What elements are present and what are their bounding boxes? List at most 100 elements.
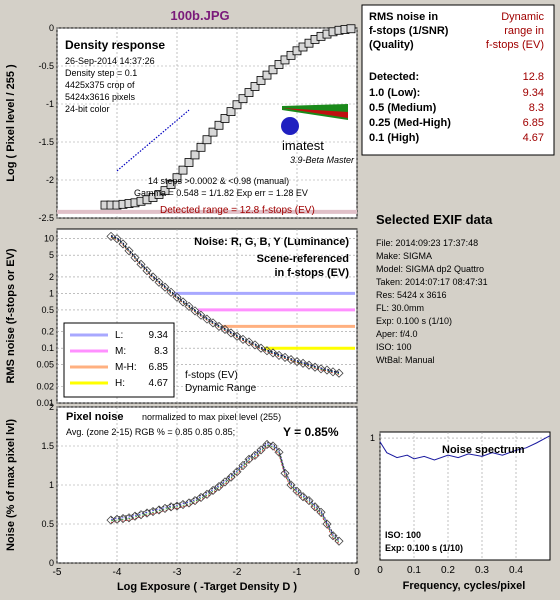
pixel-point: [334, 536, 344, 546]
pixel-point: [220, 477, 230, 487]
tick-label: 0.2: [41, 327, 54, 337]
tick-label: 0.02: [36, 382, 54, 392]
density-point: [226, 107, 236, 116]
gamma-fit-line: [116, 109, 190, 172]
density-info-line: 24-bit color: [65, 104, 110, 114]
noise-point: [286, 355, 296, 365]
pixel-x-ticks: -5 -4 -3 -2 -1 0: [53, 567, 361, 578]
noise-point: [184, 301, 194, 311]
exif-row: Aper: f/4.0: [376, 329, 418, 339]
tick-label: 0: [354, 567, 360, 578]
pixel-point: [304, 496, 314, 506]
tick-label: 0: [49, 558, 54, 568]
exif-row: Model: SIGMA dp2 Quattro: [376, 264, 484, 274]
dr-header-right: f-stops (EV): [486, 39, 544, 51]
pixel-avg: Avg. (zone 2-15) RGB % = 0.85 0.85 0.85;: [66, 427, 235, 437]
density-gamma-line: Gamma = 0.548 = 1/1.82 Exp err = 1.28 EV: [134, 188, 308, 198]
noise-point: [220, 324, 230, 335]
exif-row: Res: 5424 x 3616: [376, 290, 447, 300]
noise-point: [202, 314, 212, 324]
density-point: [346, 24, 356, 34]
density-point: [280, 55, 290, 65]
tick-label: -1.5: [38, 137, 54, 147]
density-point: [190, 150, 200, 160]
imatest-logo: imatest 3.9-Beta Master: [281, 104, 355, 165]
noise-point: [148, 272, 158, 282]
density-point: [274, 60, 284, 69]
tick-label: 0.5: [41, 519, 54, 529]
exif-list: File: 2014:09:23 17:37:48 Make: SIGMA Mo…: [376, 238, 488, 365]
density-point: [166, 180, 176, 189]
density-point: [262, 70, 272, 80]
tick-label: -4: [113, 567, 122, 578]
tick-label: -2: [46, 175, 54, 185]
spectrum-exp: Exp: 0.100 s (1/10): [385, 543, 463, 553]
noise-point: [190, 306, 200, 316]
pixel-xlabel: Log Exposure ( -Target Density D ): [117, 581, 297, 593]
tick-label: 2: [49, 402, 54, 412]
spectrum-iso: ISO: 100: [385, 530, 421, 540]
spectrum-title: Noise spectrum: [442, 444, 525, 456]
spectrum-y-tick: 1: [370, 433, 375, 443]
density-info-line: Density step = 0.1: [65, 68, 137, 78]
noise-point: [226, 328, 236, 338]
version-text: 3.9-Beta Master: [290, 155, 355, 165]
dr-row-value: 12.8: [523, 71, 544, 83]
tick-label: 0.3: [475, 565, 489, 576]
noise-heading: Noise: R, G, B, Y (Luminance): [194, 236, 349, 248]
tick-label: 1: [49, 480, 54, 490]
pixel-point: [262, 439, 272, 450]
exif-row: ISO: 100: [376, 342, 412, 352]
noise-point: [112, 234, 122, 244]
exif-row: FL: 30.0mm: [376, 303, 424, 313]
noise-point: [214, 321, 224, 331]
tick-label: 10: [44, 234, 54, 244]
tick-label: 0: [49, 23, 54, 33]
noise-point: [160, 282, 170, 292]
dr-header-left: (Quality): [369, 39, 414, 51]
pixel-point: [214, 481, 224, 492]
pixel-point: [286, 480, 296, 490]
legend-value: 6.85: [149, 362, 169, 373]
density-info-line: 26-Sep-2014 14:37:26: [65, 56, 155, 66]
pixel-point: [268, 441, 278, 451]
density-steps-line: 14 steps >0.0002 & <0.98 (manual): [148, 176, 289, 186]
tick-label: 0.1: [41, 343, 54, 353]
density-info-line: 5424x3616 pixels: [65, 92, 136, 102]
tick-label: 0.4: [509, 565, 523, 576]
pixel-point: [316, 507, 326, 517]
noise-point: [142, 266, 152, 276]
dr-row-label: 0.5 (Medium): [369, 102, 437, 114]
tick-label: 0: [377, 565, 383, 576]
density-point: [172, 173, 182, 183]
density-point: [232, 100, 242, 110]
tick-label: 0.01: [36, 398, 54, 408]
tick-label: -3: [173, 567, 182, 578]
dr-row-label: Detected:: [369, 71, 419, 83]
noise-point: [316, 364, 326, 374]
noise-point: [166, 287, 176, 297]
spectrum-x-ticks: 0 0.1 0.2 0.3 0.4: [377, 565, 523, 576]
noise-point: [304, 360, 314, 370]
density-point: [178, 165, 188, 175]
dr-row-value: 6.85: [523, 117, 544, 129]
density-info: 26-Sep-2014 14:37:26 Density step = 0.1 …: [65, 56, 155, 114]
dr-table: [361, 4, 555, 156]
spectrum-line: [379, 435, 551, 461]
density-series: [57, 24, 357, 214]
tick-label: 5: [49, 250, 54, 260]
noise-point: [208, 318, 218, 328]
density-point: [196, 142, 206, 152]
spectrum-plot-area: [379, 431, 551, 561]
density-detected-line: Detected range = 12.8 f-stops (EV): [160, 205, 315, 216]
dr-row-value: 4.67: [523, 132, 544, 144]
density-heading: Density response: [65, 38, 165, 52]
noise-note1: f-stops (EV): [185, 370, 238, 381]
density-point: [238, 94, 248, 104]
density-point: [184, 158, 194, 167]
density-point: [202, 135, 212, 145]
noise-threshold-lines: [174, 291, 355, 350]
pixel-point: [190, 496, 200, 506]
tick-label: -5: [53, 567, 62, 578]
